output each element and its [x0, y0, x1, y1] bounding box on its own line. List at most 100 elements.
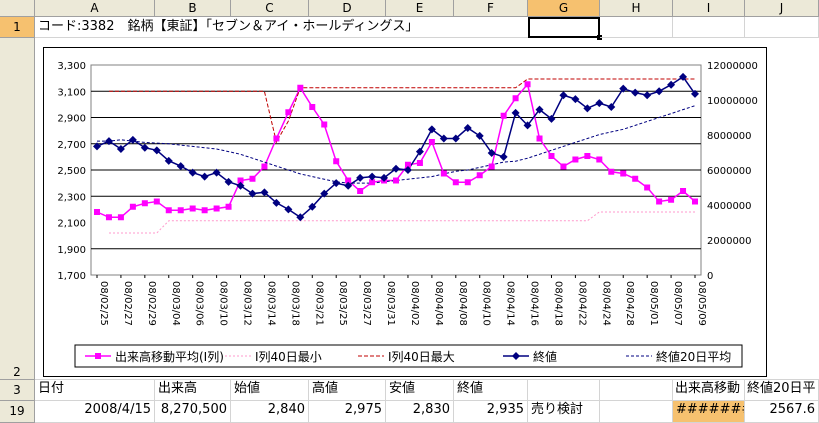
col-header-j[interactable]: J: [745, 0, 819, 17]
series-3-point-50: [691, 89, 699, 98]
series-0-point-32: [476, 172, 483, 179]
series-3-point-10: [212, 168, 221, 177]
series-3-point-37: [535, 105, 544, 114]
cell-vol-ma[interactable]: ########: [673, 401, 745, 423]
col-header-h[interactable]: H: [600, 0, 673, 17]
cell-high[interactable]: 2,975: [309, 401, 386, 423]
cell-h19[interactable]: [600, 401, 673, 423]
series-0-point-46: [644, 184, 651, 191]
series-0-point-43: [608, 168, 615, 175]
series-3-point-31: [463, 124, 472, 132]
right-tick-0: 0: [707, 271, 713, 282]
xtick-label-22: 08/04/28: [624, 281, 635, 326]
header-h[interactable]: [600, 380, 673, 401]
series-3-point-33: [487, 148, 496, 157]
left-tick-8: 3,300: [57, 61, 86, 72]
series-3-point-20: [332, 179, 341, 188]
right-tick-2: 4000000: [707, 201, 752, 212]
xtick-label-1: 08/02/27: [122, 281, 133, 326]
col-header-i[interactable]: I: [673, 0, 745, 17]
cell-h1[interactable]: [600, 17, 673, 38]
header-low[interactable]: 安値: [386, 380, 454, 401]
title-cell[interactable]: コード:3382 銘柄【東証】「セブン＆アイ・ホールディングス」: [35, 17, 528, 38]
cell-open[interactable]: 2,840: [231, 401, 309, 423]
series-0-point-6: [165, 207, 172, 214]
legend-label-3: 終値: [533, 349, 557, 364]
cell-j1[interactable]: [745, 17, 819, 38]
series-0-point-10: [213, 205, 220, 212]
header-date[interactable]: 日付: [35, 380, 155, 401]
col-header-g[interactable]: G: [528, 0, 600, 17]
xtick-label-15: 08/04/08: [457, 281, 468, 326]
series-0-point-19: [321, 121, 328, 128]
cell-date[interactable]: 2008/4/15: [35, 401, 155, 423]
series-0-point-26: [404, 161, 411, 168]
series-3-point-29: [439, 134, 448, 143]
series-3-point-14: [260, 188, 269, 197]
series-3-point-39: [559, 91, 568, 100]
cell-i1[interactable]: [673, 17, 745, 38]
series-3-point-24: [380, 173, 389, 182]
series-0-point-22: [357, 188, 364, 194]
series-3-point-38: [547, 114, 556, 123]
series-0-point-39: [560, 163, 567, 170]
cell-close[interactable]: 2,935: [454, 401, 528, 423]
series-3-point-19: [320, 189, 329, 198]
series-3-point-42: [595, 99, 604, 108]
fill-handle[interactable]: [597, 35, 602, 40]
col-header-a[interactable]: A: [35, 0, 155, 17]
series-3-point-0: [93, 142, 101, 151]
cell-volume[interactable]: 8,270,500: [155, 401, 231, 423]
series-3-point-15: [272, 198, 281, 207]
series-3-point-9: [200, 172, 209, 181]
right-axis-ticks: 0 2000000 4000000 6000000 8000000 10000000 120…: [707, 61, 758, 282]
series-3-point-41: [583, 104, 592, 113]
series-0-point-1: [105, 214, 112, 221]
header-g[interactable]: [528, 380, 600, 401]
row-header-1[interactable]: 1: [0, 17, 35, 38]
series-0-point-20: [333, 158, 340, 165]
cell-close-ma[interactable]: 2567.6: [745, 401, 819, 423]
series-3-point-34: [499, 152, 508, 161]
series-3-point-44: [619, 84, 628, 93]
right-tick-1: 2000000: [707, 236, 752, 247]
xtick-label-6: 08/03/12: [242, 281, 253, 326]
legend-label-4: 終値20日平均: [656, 349, 731, 364]
series-3-point-45: [631, 88, 640, 97]
header-close-ma[interactable]: 終値20日平: [745, 380, 819, 401]
stock-chart[interactable]: 1,700 1,900 2,100 2,300 2,500 2,700 2,900 3,100…: [43, 47, 767, 377]
cell-low[interactable]: 2,830: [386, 401, 454, 423]
corner-cell[interactable]: [0, 0, 35, 17]
col-header-e[interactable]: E: [386, 0, 454, 17]
series-3-point-40: [571, 95, 580, 104]
series-3-point-30: [451, 134, 460, 143]
legend: 出来高移動平均(I列) I列40日最小 I列40日最大 終値 終値20日平均: [85, 349, 731, 364]
row-header-2[interactable]: 2: [0, 38, 35, 380]
active-cell-g1[interactable]: [528, 17, 600, 38]
xtick-label-4: 08/03/06: [194, 281, 205, 326]
xtick-label-24: 08/05/07: [672, 281, 683, 326]
series-0-point-3: [129, 203, 136, 210]
header-high[interactable]: 高値: [309, 380, 386, 401]
series-3-point-47: [655, 87, 664, 96]
left-tick-1: 1,900: [57, 245, 86, 256]
row-header-3[interactable]: 3: [0, 380, 35, 401]
header-open[interactable]: 始値: [231, 380, 309, 401]
series-3-point-25: [392, 164, 400, 173]
header-vol-ma[interactable]: 出来高移動: [673, 380, 745, 401]
row-2-area[interactable]: [35, 38, 819, 380]
header-close[interactable]: 終値: [454, 380, 528, 401]
col-header-b[interactable]: B: [155, 0, 231, 17]
legend-label-0: 出来高移動平均(I列): [115, 349, 224, 364]
col-header-d[interactable]: D: [309, 0, 386, 17]
cell-signal[interactable]: 売り検討: [528, 401, 600, 423]
series-0-point-23: [369, 179, 376, 186]
series-0-point-29: [440, 170, 447, 177]
legend-label-1: I列40日最小: [255, 350, 322, 364]
col-header-c[interactable]: C: [231, 0, 309, 17]
header-volume[interactable]: 出来高: [155, 380, 231, 401]
col-header-f[interactable]: F: [454, 0, 528, 17]
row-header-19[interactable]: 19: [0, 401, 35, 423]
series-0-point-37: [536, 135, 543, 142]
series-3-point-46: [643, 91, 652, 100]
